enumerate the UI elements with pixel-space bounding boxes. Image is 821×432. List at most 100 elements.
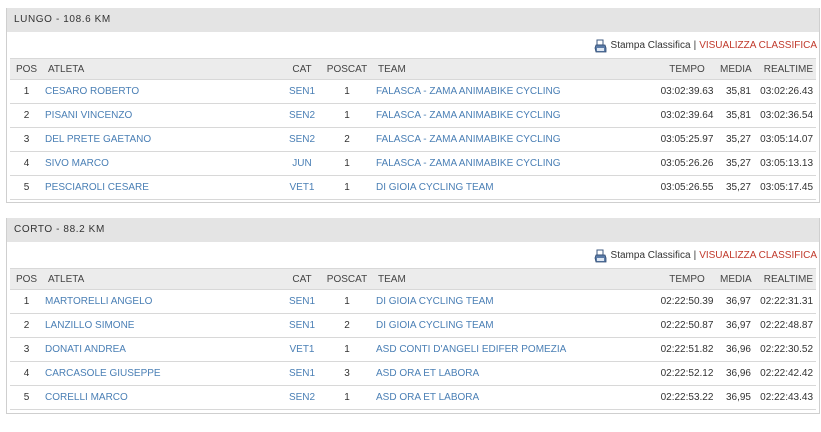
team-link[interactable]: FALASCA - ZAMA ANIMABIKE CYCLING (373, 79, 654, 104)
results-section-corto: CORTO - 88.2 KM Stampa Classifica | VISU… (6, 218, 820, 414)
table-row: 3 DEL PRETE GAETANO SEN2 2 FALASCA - ZAMA AN… (10, 127, 816, 152)
cell-tempo: 03:02:39.64 (654, 103, 720, 128)
col-poscat: POSCAT (321, 58, 373, 80)
col-tempo: TEMPO (654, 268, 720, 290)
cell-media: 36,97 (720, 289, 753, 314)
cell-poscat: 1 (321, 79, 373, 104)
col-pos: POS (10, 268, 43, 290)
section-toolbar: Stampa Classifica | VISUALIZZA CLASSIFIC… (7, 32, 819, 58)
category-link[interactable]: JUN (283, 151, 321, 176)
cell-pos: 3 (10, 127, 43, 152)
team-link[interactable]: ASD CONTI D'ANGELI EDIFER POMEZIA (373, 337, 654, 362)
printer-icon[interactable] (594, 249, 608, 263)
toolbar-separator: | (693, 250, 697, 261)
col-cat: CAT (283, 268, 321, 290)
visualizza-classifica-link[interactable]: VISUALIZZA CLASSIFICA (699, 40, 817, 51)
team-link[interactable]: DI GIOIA CYCLING TEAM (373, 175, 654, 200)
team-link[interactable]: FALASCA - ZAMA ANIMABIKE CYCLING (373, 151, 654, 176)
athlete-link[interactable]: MARTORELLI ANGELO (43, 289, 283, 314)
cell-pos: 2 (10, 313, 43, 338)
col-realtime: REALTIME (753, 58, 816, 80)
col-tempo: TEMPO (654, 58, 720, 80)
cell-poscat: 2 (321, 127, 373, 152)
col-realtime: REALTIME (753, 268, 816, 290)
cell-pos: 5 (10, 385, 43, 410)
col-poscat: POSCAT (321, 268, 373, 290)
athlete-link[interactable]: SIVO MARCO (43, 151, 283, 176)
athlete-link[interactable]: PISANI VINCENZO (43, 103, 283, 128)
category-link[interactable]: SEN2 (283, 127, 321, 152)
table-row: 4 CARCASOLE GIUSEPPE SEN1 3 ASD ORA ET LABOR… (10, 361, 816, 386)
print-classifica-link[interactable]: Stampa Classifica (610, 40, 691, 51)
cell-poscat: 1 (321, 103, 373, 128)
cell-media: 36,97 (720, 313, 753, 338)
cell-pos: 1 (10, 79, 43, 104)
team-link[interactable]: DI GIOIA CYCLING TEAM (373, 289, 654, 314)
cell-tempo: 03:02:39.63 (654, 79, 720, 104)
table-row: 2 LANZILLO SIMONE SEN1 2 DI GIOIA CYCLING TE… (10, 313, 816, 338)
cell-realtime: 03:05:13.13 (753, 151, 816, 176)
category-link[interactable]: SEN1 (283, 361, 321, 386)
team-link[interactable]: DI GIOIA CYCLING TEAM (373, 313, 654, 338)
section-title: LUNGO - 108.6 KM (7, 8, 819, 32)
category-link[interactable]: VET1 (283, 175, 321, 200)
category-link[interactable]: SEN1 (283, 313, 321, 338)
cell-pos: 4 (10, 151, 43, 176)
athlete-link[interactable]: DONATI ANDREA (43, 337, 283, 362)
visualizza-classifica-link[interactable]: VISUALIZZA CLASSIFICA (699, 250, 817, 261)
team-link[interactable]: ASD ORA ET LABORA (373, 385, 654, 410)
category-link[interactable]: SEN2 (283, 385, 321, 410)
cell-media: 36,96 (720, 337, 753, 362)
cell-pos: 1 (10, 289, 43, 314)
athlete-link[interactable]: PESCIAROLI CESARE (43, 175, 283, 200)
results-section-lungo: LUNGO - 108.6 KM Stampa Classifica | VIS… (6, 8, 820, 203)
table-row: 4 SIVO MARCO JUN 1 FALASCA - ZAMA ANIMABIKE … (10, 151, 816, 176)
cell-realtime: 03:02:26.43 (753, 79, 816, 104)
cell-tempo: 02:22:53.22 (654, 385, 720, 410)
category-link[interactable]: VET1 (283, 337, 321, 362)
athlete-link[interactable]: DEL PRETE GAETANO (43, 127, 283, 152)
col-atleta: ATLETA (43, 58, 283, 80)
cell-poscat: 1 (321, 151, 373, 176)
athlete-link[interactable]: CARCASOLE GIUSEPPE (43, 361, 283, 386)
print-classifica-link[interactable]: Stampa Classifica (610, 250, 691, 261)
printer-icon[interactable] (594, 39, 608, 53)
category-link[interactable]: SEN1 (283, 289, 321, 314)
table-header-row: POS ATLETA CAT POSCAT TEAM TEMPO MEDIA R… (10, 58, 816, 80)
cell-realtime: 02:22:48.87 (753, 313, 816, 338)
cell-media: 35,27 (720, 175, 753, 200)
cell-realtime: 02:22:30.52 (753, 337, 816, 362)
cell-tempo: 03:05:26.55 (654, 175, 720, 200)
cell-realtime: 02:22:43.43 (753, 385, 816, 410)
cell-realtime: 02:22:31.31 (753, 289, 816, 314)
cell-poscat: 1 (321, 337, 373, 362)
table-row: 3 DONATI ANDREA VET1 1 ASD CONTI D'ANGELI ED… (10, 337, 816, 362)
cell-poscat: 1 (321, 175, 373, 200)
col-atleta: ATLETA (43, 268, 283, 290)
table-row: 1 MARTORELLI ANGELO SEN1 1 DI GIOIA CYCLING … (10, 289, 816, 314)
team-link[interactable]: ASD ORA ET LABORA (373, 361, 654, 386)
category-link[interactable]: SEN1 (283, 79, 321, 104)
table-row: 2 PISANI VINCENZO SEN2 1 FALASCA - ZAMA ANIM… (10, 103, 816, 128)
cell-tempo: 02:22:52.12 (654, 361, 720, 386)
cell-realtime: 03:05:17.45 (753, 175, 816, 200)
cell-media: 35,27 (720, 151, 753, 176)
cell-poscat: 3 (321, 361, 373, 386)
category-link[interactable]: SEN2 (283, 103, 321, 128)
cell-tempo: 02:22:50.39 (654, 289, 720, 314)
athlete-link[interactable]: CESARO ROBERTO (43, 79, 283, 104)
cell-pos: 5 (10, 175, 43, 200)
cell-realtime: 03:02:36.54 (753, 103, 816, 128)
team-link[interactable]: FALASCA - ZAMA ANIMABIKE CYCLING (373, 103, 654, 128)
results-table: POS ATLETA CAT POSCAT TEAM TEMPO MEDIA R… (10, 268, 816, 410)
team-link[interactable]: FALASCA - ZAMA ANIMABIKE CYCLING (373, 127, 654, 152)
table-row: 1 CESARO ROBERTO SEN1 1 FALASCA - ZAMA ANIMA… (10, 79, 816, 104)
table-row: 5 PESCIAROLI CESARE VET1 1 DI GIOIA CYCLING … (10, 175, 816, 200)
cell-media: 36,96 (720, 361, 753, 386)
athlete-link[interactable]: LANZILLO SIMONE (43, 313, 283, 338)
section-toolbar: Stampa Classifica | VISUALIZZA CLASSIFIC… (7, 242, 819, 268)
table-row: 5 CORELLI MARCO SEN2 1 ASD ORA ET LABORA 02:2… (10, 385, 816, 410)
cell-pos: 2 (10, 103, 43, 128)
athlete-link[interactable]: CORELLI MARCO (43, 385, 283, 410)
cell-realtime: 03:05:14.07 (753, 127, 816, 152)
